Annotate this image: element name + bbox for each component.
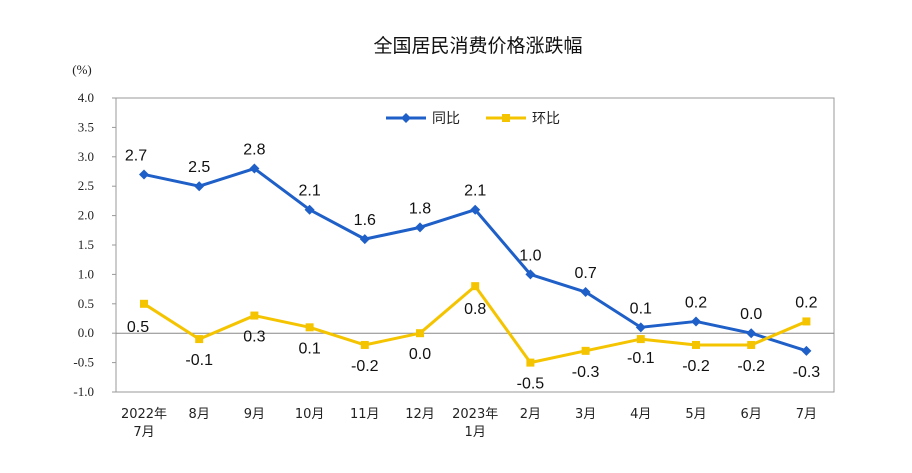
data-label: 2.1 [298,183,320,200]
data-label: 2.8 [243,142,265,159]
legend-marker-square [502,114,510,122]
data-point-mom [416,329,424,338]
y-tick-label: 2.0 [78,208,94,223]
data-label: 1.6 [354,212,376,229]
data-label: -0.2 [682,358,710,375]
data-label: -0.2 [737,358,765,375]
x-tick-label: 5月 [685,407,706,422]
data-point-mom [360,340,369,349]
data-point-yoy [249,163,260,174]
data-label: 0.8 [464,301,486,318]
x-tick-label: 4月 [630,407,651,422]
data-label: 0.5 [127,319,149,336]
y-tick-label: -0.5 [73,355,94,370]
data-label: 2.7 [125,147,147,164]
y-tick-label: 1.5 [78,237,94,252]
x-tick-label: 7月 [133,425,154,440]
x-tick-label: 2022年 [121,407,167,422]
x-tick-label: 10月 [295,407,325,422]
y-axis-ticks: -1.0 -0.5 0.0 0.5 1.0 1.5 2.0 2.5 3.0 3.5 4.0 [73,90,116,399]
data-point-yoy [415,222,425,233]
x-tick-label: 2023年 [452,407,498,422]
data-point-yoy [359,234,370,245]
y-tick-label: 3.0 [78,149,94,164]
x-tick-label: 6月 [741,407,762,422]
data-point-yoy [304,204,315,215]
y-tick-label: 0.0 [78,325,94,340]
data-point-mom [692,340,700,349]
x-tick-label: 8月 [189,407,210,422]
data-point-mom [305,323,314,332]
data-point-mom [747,340,756,349]
data-label: -0.5 [517,376,545,393]
data-label: 2.1 [464,183,486,200]
y-tick-label: 2.5 [78,178,94,193]
data-label: -0.3 [572,364,600,381]
chart-title: 全国居民消费价格涨跌幅 [373,35,582,57]
data-point-yoy [580,287,591,298]
data-point-yoy [139,169,149,180]
data-label: 0.7 [574,265,596,282]
x-tick-label: 1月 [465,425,486,440]
data-label: 1.8 [409,200,431,217]
x-tick-label: 11月 [350,407,380,422]
legend-label: 同比 [432,111,460,127]
series-group: 2.7 2.5 2.8 2.1 1.6 1.8 2.1 1.0 0.7 0.1 0.2 0.0 -0.3… [125,142,820,393]
legend-label: 环比 [532,111,560,127]
data-label: -0.3 [793,364,821,381]
data-point-yoy [635,322,646,333]
x-tick-label: 9月 [244,407,265,422]
data-point-yoy [691,316,701,327]
data-label: -0.2 [351,358,379,375]
data-point-mom [140,299,148,308]
x-tick-label: 7月 [796,407,817,422]
y-tick-label: 4.0 [78,90,94,105]
legend: 同比 环比 [386,111,560,127]
data-label: 0.0 [740,306,762,323]
plot-area [115,97,835,393]
x-axis-ticks: 2022年 7月 8月 9月 10月 11月 12月 2023年 1月 2月 3月 4月 5月 6月 7月 [121,407,817,440]
data-label: 1.0 [519,247,541,264]
data-point-mom [195,335,204,344]
x-tick-label: 2月 [520,407,541,422]
y-tick-label: -1.0 [73,384,94,399]
data-point-yoy [746,328,757,339]
x-tick-label: 3月 [575,407,596,422]
data-point-mom [471,282,480,291]
legend-marker-diamond [401,113,411,123]
data-label: -0.1 [185,352,213,369]
data-label: 0.1 [298,340,320,357]
data-point-mom [636,335,645,344]
data-label: 0.1 [630,300,652,317]
data-point-yoy [801,345,812,356]
data-point-mom [526,358,535,367]
data-label: 0.0 [409,346,431,363]
y-tick-label: 0.5 [78,296,94,311]
x-tick-label: 12月 [405,407,435,422]
data-label: 0.2 [795,294,817,311]
data-label: 0.3 [243,329,265,346]
data-label: 0.2 [685,294,707,311]
data-point-mom [581,346,590,355]
y-tick-label: 3.5 [78,119,94,134]
data-point-yoy [194,181,205,192]
data-label: -0.1 [627,350,655,367]
data-point-mom [802,317,811,326]
data-label: 2.5 [188,159,210,176]
data-point-yoy [470,204,481,215]
y-tick-label: 1.0 [78,266,94,281]
data-point-mom [250,311,259,320]
data-point-yoy [525,269,536,280]
y-unit-label: (%) [72,62,92,77]
